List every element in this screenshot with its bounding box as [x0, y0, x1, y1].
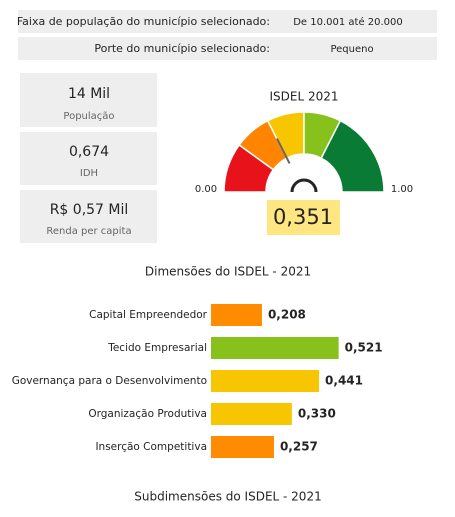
gauge-band	[320, 119, 385, 193]
gauge-min: 0.00	[195, 184, 217, 195]
kpi-label: População	[63, 111, 114, 122]
gauge-max: 1.00	[391, 184, 413, 195]
gauge-title: ISDEL 2021	[269, 90, 338, 104]
chart-title: Dimensões do ISDEL - 2021	[145, 265, 311, 279]
filter-value: Pequeno	[330, 44, 373, 55]
kpi-card	[20, 132, 157, 185]
filter-row	[18, 10, 437, 33]
bar	[211, 403, 292, 425]
value-label: 0,441	[325, 374, 363, 388]
gauge-value: 0,351	[273, 205, 333, 229]
gauge-hub	[290, 178, 318, 193]
kpi-label: IDH	[80, 168, 98, 179]
filter-value: De 10.001 até 20.000	[293, 16, 403, 28]
category-label: Capital Empreendedor	[89, 309, 208, 321]
filter-row	[18, 37, 437, 60]
kpi-value: 0,674	[69, 144, 109, 160]
category-label: Inserção Competitiva	[95, 441, 207, 453]
bar	[211, 370, 320, 392]
gauge-value-box	[267, 200, 340, 235]
bar	[211, 304, 262, 326]
kpi-value: R$ 0,57 Mil	[50, 202, 129, 218]
category-label: Governança para o Desenvolvimento	[12, 375, 207, 387]
value-label: 0,521	[345, 341, 383, 355]
category-label: Tecido Empresarial	[107, 342, 207, 354]
kpi-card	[20, 73, 157, 127]
value-label: 0,208	[268, 308, 306, 322]
value-label: 0,257	[280, 440, 318, 454]
filter-label: Faixa de população do município selecion…	[17, 15, 270, 28]
gauge	[223, 111, 385, 193]
gauge-needle	[276, 138, 291, 164]
category-label: Organização Produtiva	[88, 408, 207, 420]
bar	[211, 337, 339, 359]
value-label: 0,330	[298, 407, 336, 421]
kpi-card	[20, 190, 157, 243]
bar	[211, 436, 274, 458]
kpi-label: Renda per capita	[46, 226, 131, 237]
kpi-value: 14 Mil	[68, 86, 110, 102]
filter-label: Porte do município selecionado:	[94, 42, 270, 55]
bar-chart: Capital Empreendedor 0,208 Tecido Empresar…	[12, 304, 383, 458]
section-title: Subdimensões do ISDEL - 2021	[134, 490, 321, 504]
